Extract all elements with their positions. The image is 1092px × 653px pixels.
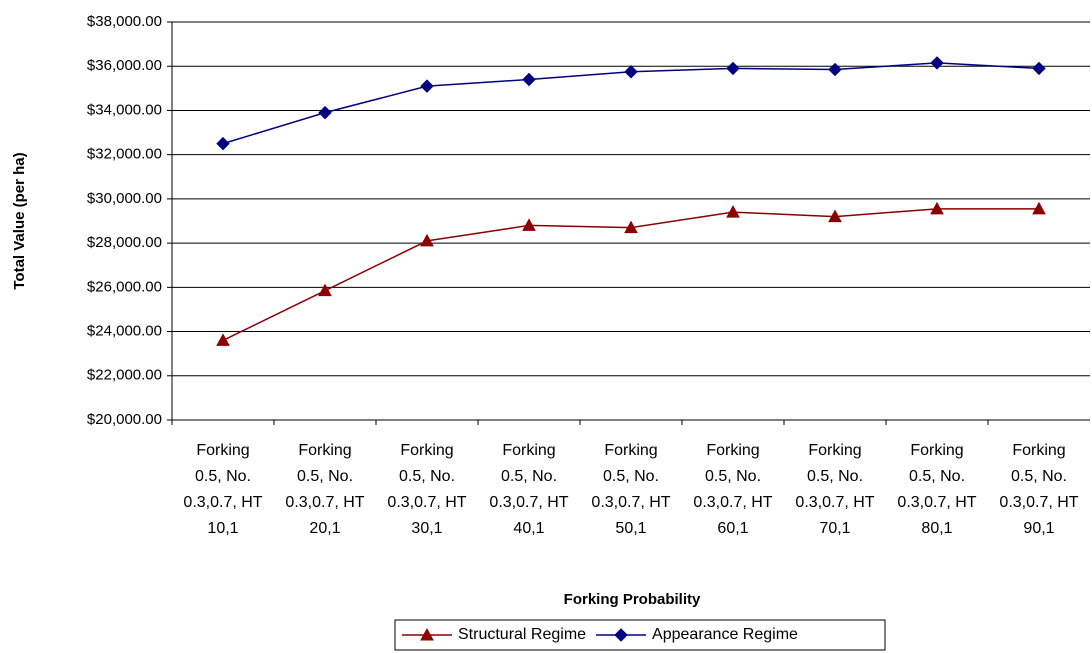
x-tick-label: Forking 0.5, No. 0.3,0.7, HT 80,1 (897, 442, 977, 537)
y-axis-title: Total Value (per ha) (11, 152, 28, 289)
data-point (1032, 61, 1046, 76)
data-point (930, 201, 944, 215)
data-point (624, 65, 638, 79)
data-point (216, 333, 230, 346)
y-tick-label: $26,000.00 (87, 278, 162, 295)
data-point (420, 79, 434, 93)
x-tick-label: Forking 0.5, No. 0.3,0.7, HT 40,1 (489, 442, 569, 537)
x-tick-label: Forking 0.5, No. 0.3,0.7, HT 10,1 (183, 442, 263, 537)
x-tick-label: Forking 0.5, No. 0.3,0.7, HT 20,1 (285, 442, 365, 537)
x-tick-label: Forking 0.5, No. 0.3,0.7, HT 60,1 (693, 442, 773, 537)
data-point (216, 136, 230, 151)
x-tick-label: Forking 0.5, No. 0.3,0.7, HT 90,1 (999, 442, 1079, 537)
x-axis-title: Forking Probability (564, 591, 701, 608)
x-tick-label: Forking 0.5, No. 0.3,0.7, HT 70,1 (795, 442, 875, 537)
data-point (930, 56, 944, 70)
legend-marker (420, 627, 434, 641)
data-point (828, 209, 842, 223)
data-point (624, 220, 638, 234)
data-point (828, 62, 842, 77)
y-tick-label: $24,000.00 (87, 323, 162, 340)
legend-label: Appearance Regime (652, 626, 798, 643)
legend-label: Structural Regime (458, 626, 586, 643)
x-tick-label: Forking 0.5, No. 0.3,0.7, HT 50,1 (591, 442, 671, 537)
y-tick-label: $30,000.00 (87, 190, 162, 207)
data-point (318, 105, 332, 120)
y-tick-label: $32,000.00 (87, 146, 162, 163)
data-point (318, 283, 332, 297)
y-tick-label: $36,000.00 (87, 57, 162, 74)
y-tick-label: $38,000.00 (87, 13, 162, 30)
y-tick-label: $34,000.00 (87, 101, 162, 118)
y-tick-label: $20,000.00 (87, 411, 162, 428)
y-tick-label: $22,000.00 (87, 367, 162, 384)
legend-marker (614, 628, 628, 642)
x-tick-label: Forking 0.5, No. 0.3,0.7, HT 30,1 (387, 442, 467, 537)
data-point (726, 205, 740, 218)
data-point (522, 218, 536, 231)
data-point (420, 233, 434, 247)
y-tick-label: $28,000.00 (87, 234, 162, 251)
data-point (522, 72, 536, 87)
data-point (726, 61, 740, 76)
data-point (1032, 201, 1046, 215)
